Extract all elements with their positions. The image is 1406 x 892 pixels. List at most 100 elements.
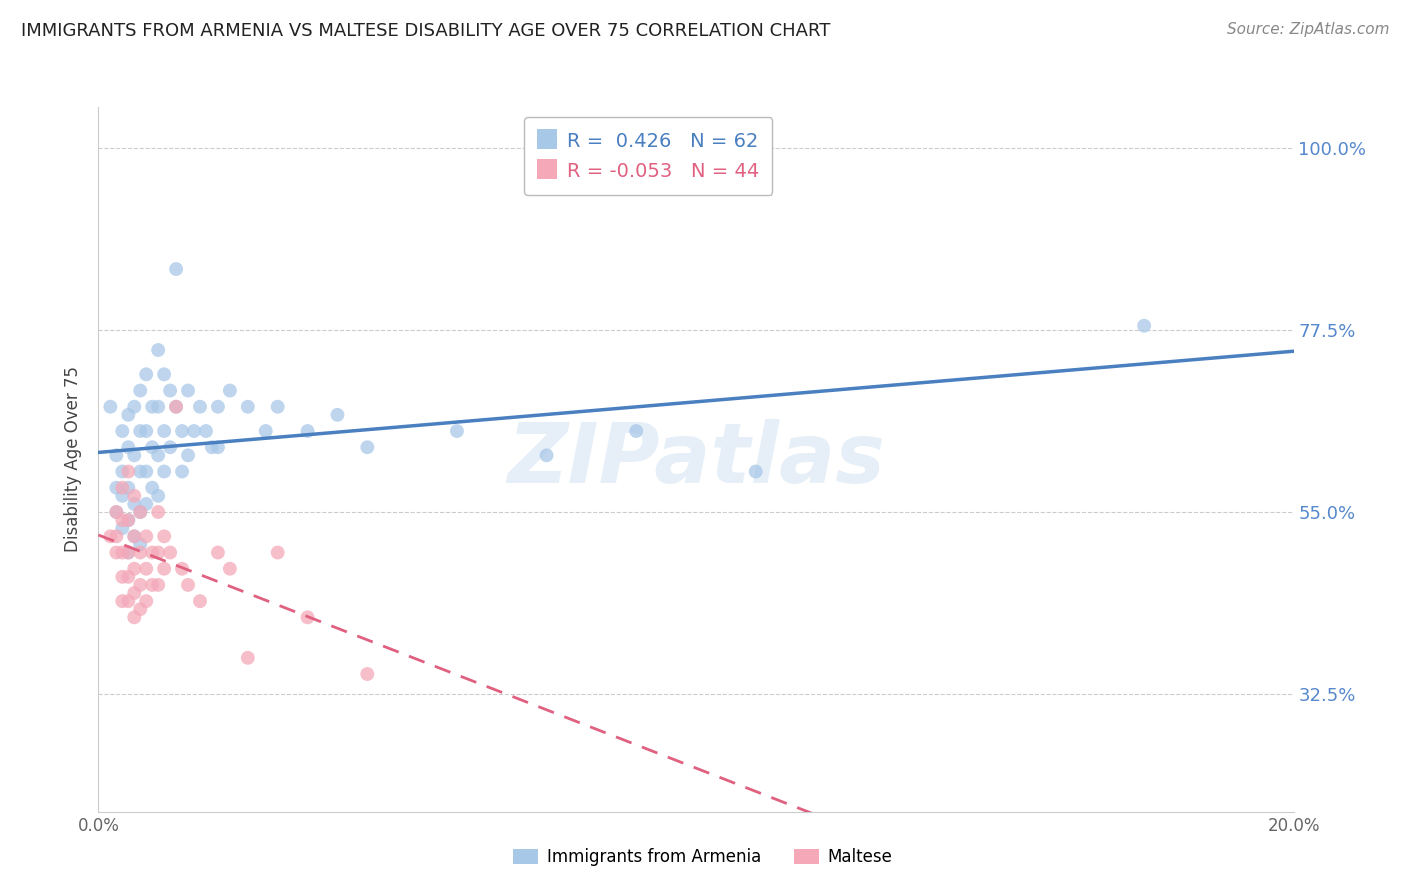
Point — [236, 650, 259, 665]
Point — [111, 513, 134, 527]
Point — [124, 497, 146, 511]
Point — [177, 578, 200, 592]
Point — [165, 400, 187, 414]
Point — [124, 586, 146, 600]
Point — [165, 262, 187, 277]
Point — [129, 505, 152, 519]
Point — [111, 424, 134, 438]
Point — [148, 505, 170, 519]
Point — [129, 545, 152, 559]
Point — [135, 368, 157, 382]
Point — [183, 424, 205, 438]
Point — [129, 384, 152, 398]
Point — [105, 448, 128, 462]
Point — [105, 481, 128, 495]
Point — [207, 545, 229, 559]
Point — [105, 529, 128, 543]
Point — [129, 424, 152, 438]
Point — [117, 481, 139, 495]
Point — [141, 578, 163, 592]
Point — [148, 448, 170, 462]
Point — [153, 562, 176, 576]
Legend: R =  0.426   N = 62, R = -0.053   N = 44: R = 0.426 N = 62, R = -0.053 N = 44 — [524, 117, 772, 194]
Point — [124, 529, 146, 543]
Point — [129, 537, 152, 551]
Point — [141, 400, 163, 414]
Point — [201, 440, 224, 454]
Point — [111, 594, 134, 608]
Point — [135, 594, 157, 608]
Point — [177, 384, 200, 398]
Point — [219, 384, 242, 398]
Point — [207, 440, 229, 454]
Point — [105, 545, 128, 559]
Point — [745, 465, 768, 479]
Point — [124, 400, 146, 414]
Point — [135, 497, 157, 511]
Point — [446, 424, 468, 438]
Point — [117, 408, 139, 422]
Point — [326, 408, 349, 422]
Point — [124, 448, 146, 462]
Point — [117, 513, 139, 527]
Point — [124, 529, 146, 543]
Point — [236, 400, 259, 414]
Point — [536, 448, 558, 462]
Point — [98, 529, 122, 543]
Point — [148, 400, 170, 414]
Text: IMMIGRANTS FROM ARMENIA VS MALTESE DISABILITY AGE OVER 75 CORRELATION CHART: IMMIGRANTS FROM ARMENIA VS MALTESE DISAB… — [21, 22, 831, 40]
Point — [188, 400, 211, 414]
Point — [105, 505, 128, 519]
Point — [148, 343, 170, 357]
Point — [117, 465, 139, 479]
Point — [117, 513, 139, 527]
Point — [297, 424, 319, 438]
Point — [148, 545, 170, 559]
Point — [356, 440, 378, 454]
Point — [98, 400, 122, 414]
Point — [626, 424, 648, 438]
Point — [267, 545, 290, 559]
Point — [172, 562, 194, 576]
Point — [153, 529, 176, 543]
Point — [117, 440, 139, 454]
Point — [117, 594, 139, 608]
Point — [111, 521, 134, 535]
Point — [117, 545, 139, 559]
Point — [188, 594, 211, 608]
Point — [111, 481, 134, 495]
Point — [111, 489, 134, 503]
Point — [148, 578, 170, 592]
Point — [111, 545, 134, 559]
Point — [141, 545, 163, 559]
Point — [1133, 318, 1156, 333]
Point — [165, 400, 187, 414]
Point — [172, 465, 194, 479]
Point — [177, 448, 200, 462]
Point — [159, 545, 181, 559]
Text: ZIPatlas: ZIPatlas — [508, 419, 884, 500]
Point — [159, 384, 181, 398]
Point — [117, 545, 139, 559]
Point — [356, 667, 378, 681]
Legend: Immigrants from Armenia, Maltese: Immigrants from Armenia, Maltese — [506, 842, 900, 873]
Point — [159, 440, 181, 454]
Point — [135, 465, 157, 479]
Point — [297, 610, 319, 624]
Point — [141, 440, 163, 454]
Point — [219, 562, 242, 576]
Point — [267, 400, 290, 414]
Point — [129, 578, 152, 592]
Point — [141, 481, 163, 495]
Point — [135, 562, 157, 576]
Point — [172, 424, 194, 438]
Point — [105, 505, 128, 519]
Point — [129, 505, 152, 519]
Point — [135, 529, 157, 543]
Point — [124, 562, 146, 576]
Point — [111, 570, 134, 584]
Point — [124, 489, 146, 503]
Point — [111, 465, 134, 479]
Point — [129, 465, 152, 479]
Point — [148, 489, 170, 503]
